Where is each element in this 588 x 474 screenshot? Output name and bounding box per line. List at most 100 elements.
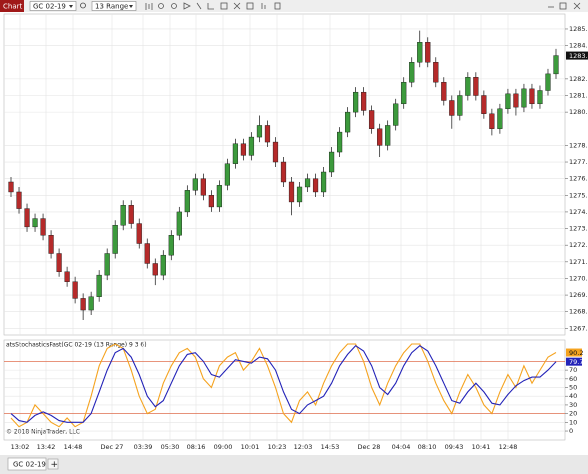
y-tick-label: 1276.0 <box>569 175 588 183</box>
properties-icon[interactable] <box>246 2 254 10</box>
x-tick-label: 09:43 <box>445 443 464 451</box>
candle-body <box>409 62 415 83</box>
candle-body <box>240 143 247 156</box>
dropdown-arrow <box>129 5 133 8</box>
candle-body <box>296 186 303 203</box>
add-tab[interactable] <box>47 458 59 470</box>
candle-body <box>401 81 407 105</box>
window-controls <box>548 2 581 10</box>
x-tick-label: 12:03 <box>294 443 313 451</box>
y-tick-label: 1281.0 <box>569 91 588 99</box>
zoom-icon[interactable] <box>158 3 164 9</box>
pointer-icon[interactable] <box>183 2 191 10</box>
instrument-select[interactable] <box>29 1 77 11</box>
y-tick-label: 1271.0 <box>569 258 588 266</box>
candle-body <box>312 178 319 193</box>
candle-body <box>104 253 110 276</box>
y-tick-label: 1273.0 <box>569 225 588 233</box>
bars-icon[interactable] <box>145 3 153 10</box>
indicator-title: atsStochasticsFast(GC 02-19 (13 Range) 9… <box>6 342 147 349</box>
y-tick-label: 1274.0 <box>569 208 588 216</box>
y-tick-label: 1284.0 <box>569 42 588 50</box>
candle-body <box>32 218 38 228</box>
candle-body <box>40 218 46 236</box>
stochastic-line <box>10 343 557 428</box>
y-tick-label: 50 <box>569 384 577 392</box>
x-tick-label: 14:53 <box>321 443 340 451</box>
dropdown-arrow <box>69 5 73 8</box>
candle-body <box>377 128 383 146</box>
grid <box>4 14 565 440</box>
search-icon[interactable] <box>80 2 86 9</box>
instrument-tab[interactable] <box>7 457 47 471</box>
candle-body <box>425 42 431 63</box>
candle-body <box>248 136 255 156</box>
candle-body <box>369 110 375 129</box>
x-tick-label: 03:39 <box>134 443 153 451</box>
candle-body <box>497 108 503 129</box>
crosshair-icon[interactable] <box>196 2 202 10</box>
instrument-tab-label: GC 02-19 <box>13 461 46 469</box>
candle-body <box>144 243 150 264</box>
candle-body <box>128 205 134 224</box>
candle-body <box>393 103 399 126</box>
footer: GC 02-19 + <box>0 455 588 474</box>
interval-label: 13 Range <box>95 3 128 11</box>
candle-body <box>216 185 222 208</box>
y-tick-label: 40 <box>569 392 577 400</box>
candle-body <box>385 125 391 146</box>
marks <box>4 30 565 428</box>
maximize[interactable] <box>559 2 567 10</box>
strategy-icon[interactable] <box>233 2 241 10</box>
x-tick-label: 13:42 <box>37 443 56 451</box>
candle-body <box>457 95 463 116</box>
draw-icon[interactable] <box>207 3 214 10</box>
toolbar-bg <box>0 0 588 12</box>
candle-body <box>513 93 519 108</box>
candle-body <box>545 73 551 91</box>
zoom-out-icon[interactable] <box>171 3 177 9</box>
candle-body <box>320 171 327 193</box>
y-tick-label: 1277.0 <box>569 158 588 166</box>
y-tick-label: 60 <box>569 375 577 383</box>
candle-body <box>256 125 263 138</box>
instrument-label: GC 02-19 <box>33 3 66 11</box>
y-tick-label: 70 <box>569 366 577 374</box>
candle-body <box>553 55 559 75</box>
x-tick-label: 10:01 <box>241 443 260 451</box>
candle-body <box>232 143 239 164</box>
candle-body <box>537 90 543 105</box>
candle-body <box>16 191 22 209</box>
interval-select[interactable] <box>91 1 137 11</box>
candle-body <box>465 77 471 96</box>
candle-body <box>208 195 214 208</box>
x-tick-label: Dec 28 <box>358 443 381 451</box>
candle-body <box>505 93 511 110</box>
candle-body <box>48 235 54 254</box>
print-icon[interactable] <box>274 2 281 10</box>
candle-body <box>152 263 158 276</box>
candle-body <box>328 151 335 173</box>
x-tick-label: 10:41 <box>472 443 491 451</box>
x-tick-label: 04:04 <box>392 443 411 451</box>
x-tick-label: 05:30 <box>161 443 180 451</box>
x-tick-label: Dec 27 <box>101 443 124 451</box>
template-icon[interactable] <box>261 3 266 9</box>
y-tick-label: 30 <box>569 401 577 409</box>
candle-body <box>272 141 279 163</box>
y-tick-label: 20 <box>569 410 577 418</box>
objects-icon[interactable] <box>220 2 228 10</box>
chart-tab[interactable] <box>0 0 24 12</box>
add-tab-label: + <box>51 460 59 470</box>
price-panel <box>3 13 566 336</box>
x-tick-label: 08:16 <box>187 443 206 451</box>
candle-body <box>304 178 311 188</box>
candle-body <box>96 274 102 297</box>
candle-body <box>64 271 70 282</box>
last-value-box <box>566 357 582 366</box>
current-price-box <box>566 51 588 60</box>
close[interactable] <box>573 2 581 10</box>
candle-body <box>160 254 166 276</box>
